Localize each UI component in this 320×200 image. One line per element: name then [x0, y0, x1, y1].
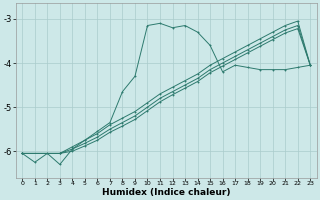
X-axis label: Humidex (Indice chaleur): Humidex (Indice chaleur)	[102, 188, 230, 197]
